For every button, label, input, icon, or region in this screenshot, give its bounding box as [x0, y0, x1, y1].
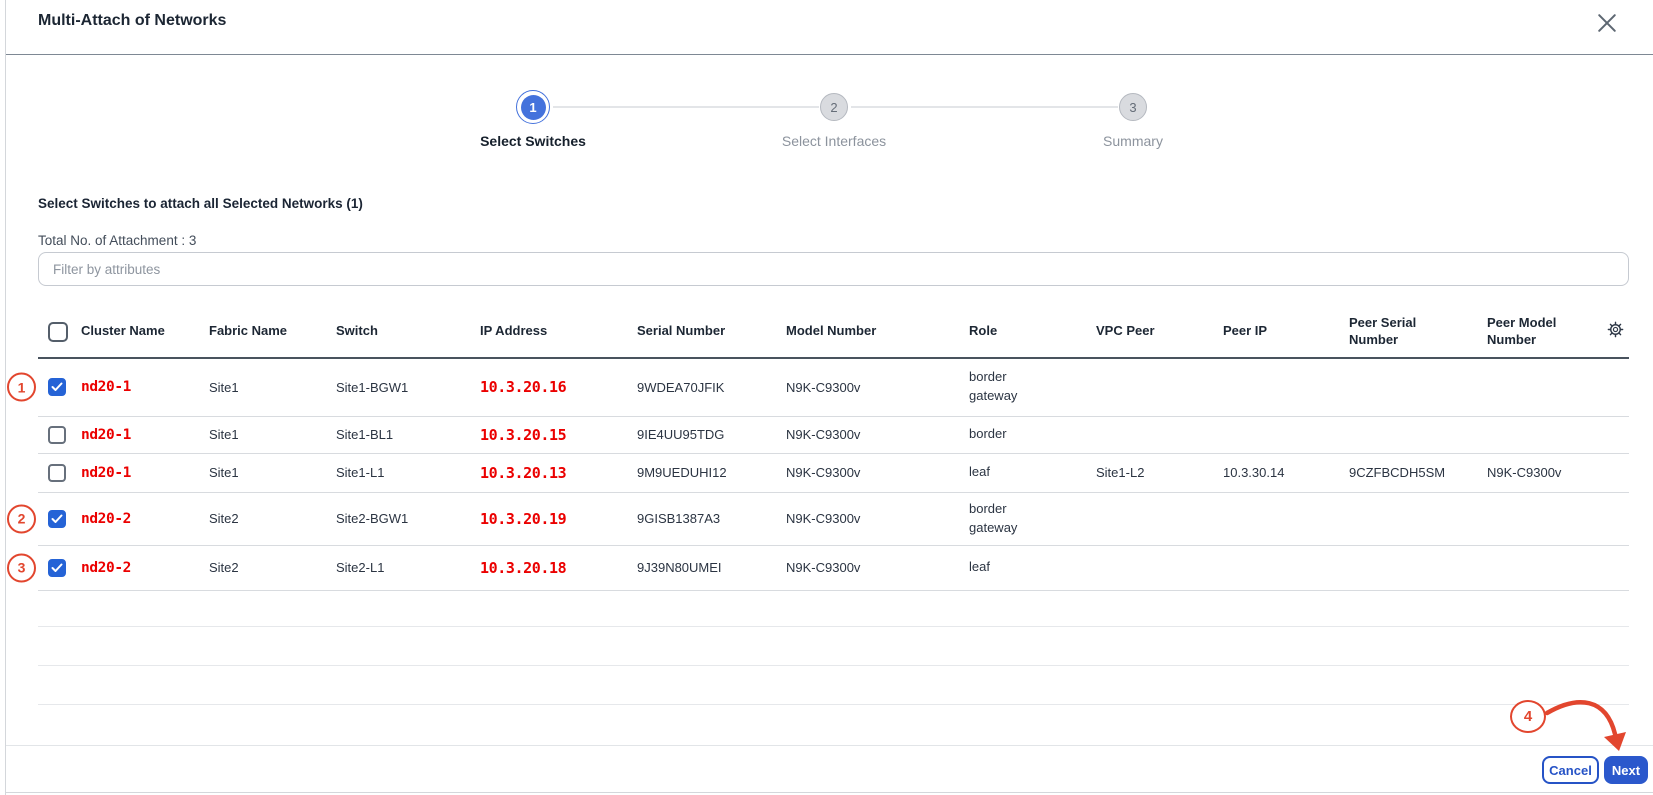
cell-switch: Site1-BL1	[336, 427, 394, 442]
step-1-number: 1	[520, 94, 546, 120]
step-connector-1	[553, 106, 819, 108]
page-title: Multi-Attach of Networks	[38, 12, 227, 29]
cell-fabric-name: Site2	[209, 511, 239, 526]
cell-peer-serial-number: 9CZFBCDH5SM	[1349, 465, 1446, 480]
cell-role: leaf	[969, 559, 990, 575]
column-header-role: Role	[969, 306, 1096, 359]
table-row: 2 nd20-2 Site2 Site2-BGW1 10.3.20.19 9GISB138…	[7, 492, 1629, 546]
cell-cluster-name: nd20-2	[81, 510, 131, 527]
footer-separator	[6, 745, 1653, 746]
row-checkbox[interactable]	[48, 425, 66, 444]
switch-table-wrapper: Cluster Name Fabric Name Switch IP Addre…	[7, 306, 1629, 705]
dialog-left-edge	[5, 0, 6, 795]
cell-serial-number: 9IE4UU95TDG	[637, 427, 725, 442]
column-header-switch: Switch	[336, 306, 480, 359]
cell-serial-number: 9J39N80UMEI	[637, 560, 722, 575]
cell-serial-number: 9WDEA70JFIK	[637, 379, 725, 395]
switch-table: Cluster Name Fabric Name Switch IP Addre…	[7, 306, 1629, 705]
cell-vpc-peer: Site1-L2	[1096, 465, 1145, 480]
step-2-indicator[interactable]: 2	[820, 93, 848, 121]
row-checkbox[interactable]	[48, 509, 66, 528]
cell-cluster-name: nd20-1	[81, 426, 131, 443]
cell-peer-model-number: N9K-C9300v	[1487, 465, 1562, 480]
cell-peer-ip: 10.3.30.14	[1223, 465, 1285, 480]
step-3-label: Summary	[1103, 133, 1163, 149]
cancel-button[interactable]: Cancel	[1542, 756, 1599, 784]
callout-badge-1: 1	[7, 372, 36, 402]
cell-model-number: N9K-C9300v	[786, 511, 861, 526]
cell-switch: Site2-L1	[336, 560, 385, 575]
cell-serial-number: 9GISB1387A3	[637, 511, 721, 526]
filter-input[interactable]	[38, 252, 1629, 286]
row-checkbox[interactable]	[48, 463, 66, 482]
empty-table-row	[38, 590, 1629, 627]
column-header-peer-model-number: Peer Model Number	[1487, 306, 1602, 359]
step-3-indicator[interactable]: 3	[1119, 93, 1147, 121]
column-settings-gear-icon[interactable]	[1602, 306, 1629, 359]
table-header-row: Cluster Name Fabric Name Switch IP Addre…	[38, 306, 1629, 359]
cell-fabric-name: Site1	[209, 465, 239, 480]
cell-fabric-name: Site1	[209, 427, 239, 442]
total-attachment-label: Total No. of Attachment : 3	[38, 233, 197, 248]
row-checkbox[interactable]	[48, 558, 66, 577]
cell-fabric-name: Site2	[209, 560, 239, 575]
cell-cluster-name: nd20-2	[81, 559, 131, 576]
column-header-fabric-name: Fabric Name	[209, 306, 336, 359]
cell-fabric-name: Site1	[209, 379, 239, 395]
section-heading: Select Switches to attach all Selected N…	[38, 196, 363, 211]
table-row: nd20-1 Site1 Site1-BL1 10.3.20.15 9IE4UU95TD…	[38, 416, 1629, 454]
step-1-indicator[interactable]: 1	[516, 90, 550, 124]
callout-badge-3: 3	[7, 553, 36, 582]
close-icon[interactable]	[1592, 8, 1622, 38]
cell-model-number: N9K-C9300v	[786, 427, 861, 442]
cell-ip-address: 10.3.20.13	[480, 463, 567, 482]
cell-switch: Site1-L1	[336, 465, 385, 480]
column-header-peer-serial-number: Peer Serial Number	[1349, 306, 1487, 359]
table-row: 3 nd20-2 Site2 Site2-L1 10.3.20.18 9J39N80UME…	[7, 545, 1629, 591]
cell-ip-address: 10.3.20.15	[480, 425, 567, 444]
cell-role: border gateway	[969, 500, 1018, 535]
column-header-vpc-peer: VPC Peer	[1096, 306, 1223, 359]
step-1-label: Select Switches	[480, 133, 586, 149]
column-header-cluster-name: Cluster Name	[81, 306, 209, 359]
dialog-bottom-edge	[5, 792, 1653, 793]
callout-badge-4: 4	[1510, 700, 1546, 733]
select-all-checkbox[interactable]	[48, 321, 68, 342]
cell-ip-address: 10.3.20.18	[480, 558, 567, 577]
cell-ip-address: 10.3.20.16	[480, 378, 567, 397]
cell-model-number: N9K-C9300v	[786, 560, 861, 575]
table-row: nd20-1 Site1 Site1-L1 10.3.20.13 9M9UEDUHI12…	[38, 453, 1629, 493]
column-header-peer-ip: Peer IP	[1223, 306, 1349, 359]
title-separator	[6, 54, 1653, 55]
column-header-serial-number: Serial Number	[637, 306, 786, 359]
table-row: 1 nd20-1 Site1 Site1-BGW1 10.3.20.16 9WDEA70J…	[7, 358, 1629, 417]
empty-table-row	[38, 626, 1629, 666]
cell-model-number: N9K-C9300v	[786, 379, 861, 395]
step-connector-2	[851, 106, 1118, 108]
column-header-ip-address: IP Address	[480, 306, 637, 359]
cell-switch: Site2-BGW1	[336, 511, 409, 526]
next-button[interactable]: Next	[1604, 756, 1648, 784]
callout-badge-2: 2	[7, 504, 36, 533]
cell-role: border gateway	[969, 369, 1018, 404]
empty-table-row	[38, 665, 1629, 705]
cell-role: border	[969, 426, 1007, 442]
cell-cluster-name: nd20-1	[81, 464, 131, 481]
cell-serial-number: 9M9UEDUHI12	[637, 465, 727, 480]
cell-cluster-name: nd20-1	[81, 379, 131, 396]
cell-role: leaf	[969, 464, 990, 480]
step-2-label: Select Interfaces	[781, 133, 887, 149]
cell-model-number: N9K-C9300v	[786, 465, 861, 480]
column-header-model-number: Model Number	[786, 306, 969, 359]
cell-switch: Site1-BGW1	[336, 379, 409, 395]
row-checkbox[interactable]	[48, 378, 66, 397]
cell-ip-address: 10.3.20.19	[480, 509, 567, 528]
